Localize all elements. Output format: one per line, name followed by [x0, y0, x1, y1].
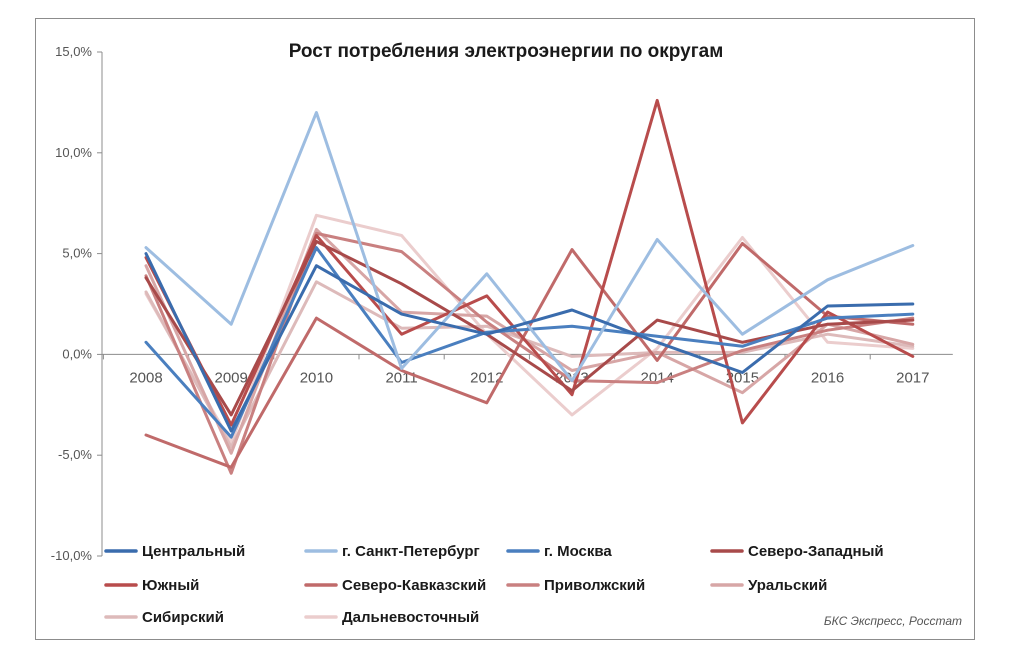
x-tick-label: 2009 — [215, 369, 248, 386]
legend-item: Дальневосточный — [304, 609, 479, 626]
chart-title: Рост потребления электроэнергии по округ… — [289, 41, 724, 62]
legend-label: Южный — [142, 577, 199, 594]
x-tick-label: 2015 — [726, 369, 759, 386]
legend-label: Сибирский — [142, 609, 224, 626]
series-line-0 — [144, 252, 915, 433]
legend-item: Центральный — [104, 543, 245, 560]
legend-label: Уральский — [748, 577, 827, 594]
legend-item: г. Санкт-Петербург — [304, 543, 480, 560]
legend-label: г. Москва — [544, 543, 612, 560]
axes: -10,0% -5,0% 0,0% 5,0% 10,0% 15,0% 2008 2009 201… — [51, 44, 953, 563]
legend-item: Приволжский — [506, 577, 645, 594]
legend-label: Дальневосточный — [342, 609, 479, 626]
legend-item: Северо-Кавказский — [304, 577, 486, 594]
legend-label: Приволжский — [544, 577, 645, 594]
legend-label: Северо-Западный — [748, 543, 884, 560]
x-tick-label: 2017 — [896, 369, 929, 386]
y-tick-label: 0,0% — [62, 346, 92, 361]
y-tick-label: -10,0% — [51, 548, 93, 563]
y-tick-label: 5,0% — [62, 246, 92, 261]
source-note: БКС Экспресс, Росстат — [824, 614, 962, 628]
y-tick-label: 10,0% — [55, 145, 92, 160]
x-tick-label: 2012 — [470, 369, 503, 386]
chart-frame: Рост потребления электроэнергии по округ… — [35, 18, 975, 640]
x-tick-label: 2008 — [129, 369, 162, 386]
legend-label: г. Санкт-Петербург — [342, 543, 480, 560]
legend-item: Южный — [104, 577, 199, 594]
legend: Центральный г. Санкт-Петербург г. Москва Се… — [104, 543, 884, 626]
series-lines — [144, 98, 915, 475]
x-tick-label: 2016 — [811, 369, 844, 386]
series-line-8 — [144, 280, 915, 449]
legend-label: Центральный — [142, 543, 245, 560]
y-tick-label: 15,0% — [55, 44, 92, 59]
legend-label: Северо-Кавказский — [342, 577, 486, 594]
line-chart: Рост потребления электроэнергии по округ… — [51, 41, 962, 628]
series-line-1 — [144, 111, 915, 383]
legend-item: г. Москва — [506, 543, 612, 560]
y-tick-label: -5,0% — [58, 447, 92, 462]
legend-item: Уральский — [710, 577, 827, 594]
legend-item: Северо-Западный — [710, 543, 884, 560]
x-tick-label: 2010 — [300, 369, 333, 386]
legend-item: Сибирский — [104, 609, 224, 626]
